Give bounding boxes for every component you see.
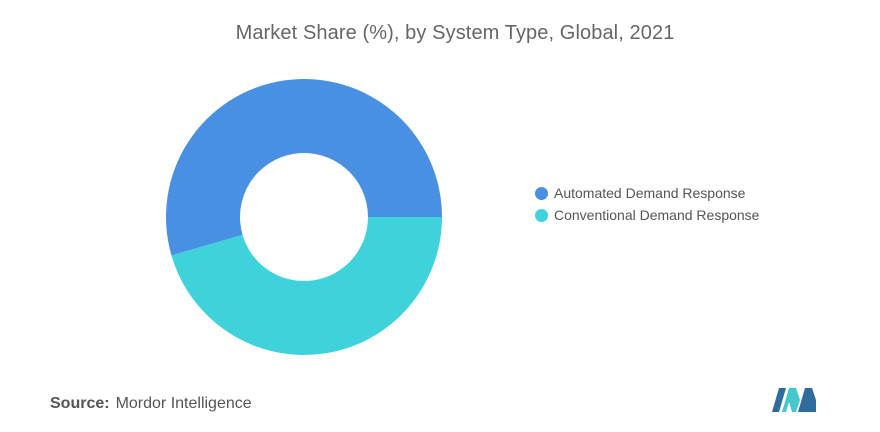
- legend-swatch-automated: [535, 186, 548, 200]
- legend-swatch-conventional: [535, 208, 548, 222]
- mordor-intelligence-logo: [772, 388, 816, 412]
- logo-right-shape: [798, 388, 816, 412]
- donut-slices: [165, 78, 442, 355]
- source-label: Source:: [50, 395, 110, 412]
- chart-title: Market Share (%), by System Type, Global…: [235, 22, 675, 44]
- donut-slice-automated: [165, 78, 442, 256]
- source-note: Source: Mordor Intelligence: [50, 395, 252, 413]
- legend-label-automated: Automated Demand Response: [554, 185, 746, 201]
- legend-item-automated: Automated Demand Response: [535, 182, 759, 204]
- logo-left-shape: [772, 388, 786, 412]
- legend: Automated Demand Response Conventional D…: [535, 182, 759, 226]
- source-text: Mordor Intelligence: [115, 395, 252, 412]
- legend-label-conventional: Conventional Demand Response: [554, 207, 760, 223]
- logo-mid-shape: [782, 388, 800, 412]
- donut-slice-conventional: [171, 217, 442, 355]
- legend-item-conventional: Conventional Demand Response: [535, 204, 759, 226]
